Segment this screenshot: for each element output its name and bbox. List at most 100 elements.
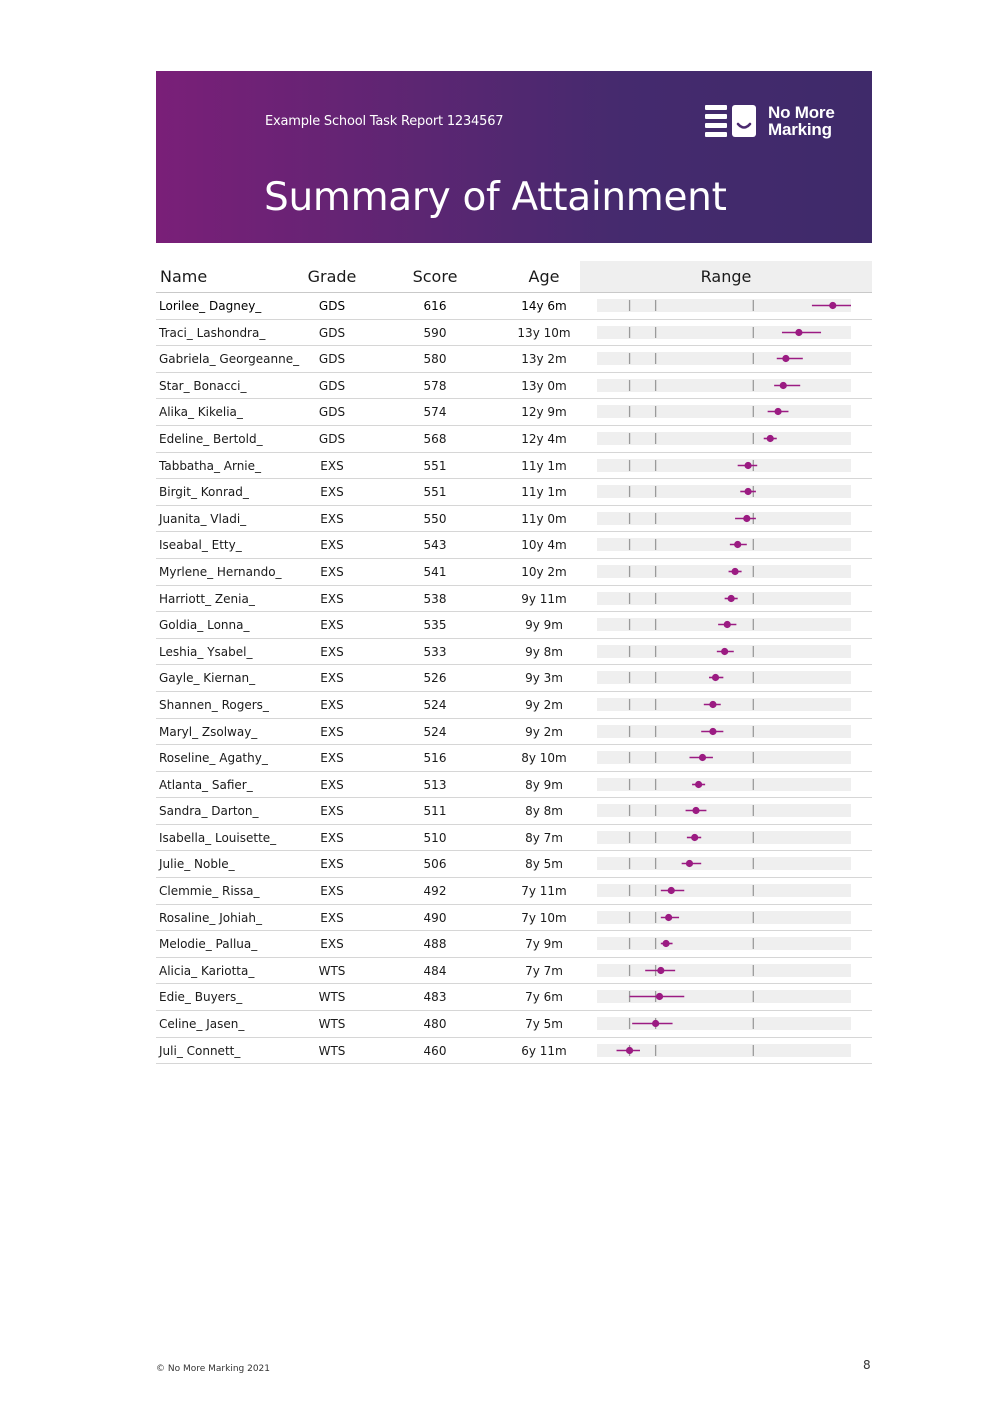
score-estimate-point bbox=[744, 488, 752, 496]
table-row: Alicia_ Kariotta_ WTS 484 7y 7m bbox=[156, 958, 872, 985]
score-estimate-point bbox=[731, 567, 739, 576]
range-track bbox=[597, 1017, 851, 1031]
age-cell: 10y 2m bbox=[521, 564, 567, 579]
score-estimate-point bbox=[721, 647, 729, 655]
student-name: Juli_ Connett_ bbox=[159, 1043, 241, 1058]
age-cell: 12y 9m bbox=[521, 405, 567, 420]
score-cell: 590 bbox=[423, 325, 447, 340]
score-estimate-point bbox=[774, 408, 782, 416]
age-cell: 12y 4m bbox=[521, 431, 567, 446]
page-number: 8 bbox=[863, 1358, 871, 1372]
logo-text-line2: Marking bbox=[768, 120, 832, 139]
score-cell: 526 bbox=[423, 671, 447, 686]
score-estimate-point bbox=[685, 860, 694, 868]
range-chart bbox=[597, 618, 851, 632]
score-cell: 513 bbox=[423, 777, 447, 792]
table-row: Gayle_ Kiernan_ EXS 526 9y 3m bbox=[156, 665, 872, 692]
student-name: Harriott_ Zenia_ bbox=[159, 591, 255, 606]
table-row: Lorilee_ Dagney_ GDS 616 14y 6m bbox=[156, 293, 872, 320]
table-row: Melodie_ Pallua_ EXS 488 7y 9m bbox=[156, 931, 872, 958]
table-body: Lorilee_ Dagney_ GDS 616 14y 6m Traci_ Lasho… bbox=[156, 293, 872, 1065]
range-track bbox=[597, 724, 851, 738]
score-estimate-point bbox=[829, 301, 837, 310]
score-estimate-point bbox=[662, 940, 670, 948]
range-chart bbox=[597, 1043, 851, 1057]
column-header-score: Score bbox=[412, 267, 458, 286]
table-row: Edie_ Buyers_ WTS 483 7y 6m bbox=[156, 984, 872, 1012]
student-name: Iseabal_ Etty_ bbox=[159, 538, 242, 553]
age-cell: 8y 5m bbox=[525, 857, 563, 872]
score-cell: 550 bbox=[423, 511, 447, 526]
score-cell: 533 bbox=[423, 644, 447, 659]
score-estimate-point bbox=[667, 886, 675, 895]
score-estimate-point bbox=[795, 328, 803, 336]
age-cell: 9y 9m bbox=[525, 618, 563, 633]
footer-copyright: © No More Marking 2021 bbox=[156, 1364, 271, 1374]
score-cell: 490 bbox=[423, 910, 447, 925]
range-track bbox=[597, 751, 851, 765]
student-name: Alicia_ Kariotta_ bbox=[159, 963, 255, 978]
age-cell: 7y 11m bbox=[521, 884, 567, 899]
score-cell: 516 bbox=[423, 751, 447, 766]
age-cell: 9y 8m bbox=[525, 644, 563, 659]
grade-cell: EXS bbox=[320, 458, 344, 473]
score-estimate-point bbox=[695, 780, 703, 788]
grade-cell: EXS bbox=[320, 618, 344, 633]
score-cell: 551 bbox=[423, 458, 447, 473]
range-track bbox=[597, 299, 851, 312]
student-name: Rosaline_ Johiah_ bbox=[159, 910, 262, 925]
table-row: Edeline_ Bertold_ GDS 568 12y 4m bbox=[156, 426, 872, 453]
table-row: Gabriela_ Georgeanne_ GDS 580 13y 2m bbox=[156, 346, 872, 373]
score-cell: 543 bbox=[423, 538, 447, 553]
table-row: Roseline_ Agathy_ EXS 516 8y 10m bbox=[156, 745, 872, 772]
header-banner: Example School Task Report 1234567 Summa… bbox=[156, 71, 872, 243]
logo-mark-icon bbox=[705, 105, 756, 137]
student-name: Clemmie_ Rissa_ bbox=[159, 884, 260, 899]
range-chart bbox=[597, 804, 851, 818]
age-cell: 8y 10m bbox=[521, 751, 567, 766]
range-track bbox=[597, 1043, 851, 1057]
age-cell: 9y 2m bbox=[525, 697, 563, 712]
score-estimate-point bbox=[698, 753, 707, 762]
score-cell: 616 bbox=[423, 299, 447, 313]
grade-cell: EXS bbox=[320, 538, 344, 553]
table-row: Julie_ Noble_ EXS 506 8y 5m bbox=[156, 851, 872, 879]
grade-cell: EXS bbox=[320, 937, 344, 952]
age-cell: 8y 7m bbox=[525, 830, 563, 845]
age-cell: 9y 11m bbox=[521, 591, 567, 606]
range-chart bbox=[597, 644, 851, 658]
range-chart bbox=[597, 830, 851, 844]
table-row: Celine_ Jasen_ WTS 480 7y 5m bbox=[156, 1011, 872, 1038]
table-row: Harriott_ Zenia_ EXS 538 9y 11m bbox=[156, 586, 872, 613]
range-chart bbox=[597, 910, 851, 924]
table-header: Name Grade Score Age Range bbox=[156, 261, 872, 293]
age-cell: 8y 9m bbox=[525, 777, 563, 792]
score-estimate-point bbox=[744, 461, 752, 469]
score-estimate-point bbox=[657, 966, 665, 974]
range-chart bbox=[597, 990, 851, 1004]
student-name: Star_ Bonacci_ bbox=[159, 378, 247, 393]
score-cell: 492 bbox=[423, 884, 447, 899]
grade-cell: EXS bbox=[320, 511, 344, 526]
table-row: Juli_ Connett_ WTS 460 6y 11m bbox=[156, 1038, 872, 1065]
age-cell: 7y 7m bbox=[525, 963, 563, 978]
student-name: Atlanta_ Safier_ bbox=[159, 777, 253, 792]
age-cell: 14y 6m bbox=[521, 299, 567, 313]
student-name: Leshia_ Ysabel_ bbox=[159, 644, 253, 659]
grade-cell: EXS bbox=[320, 724, 344, 739]
score-estimate-point bbox=[723, 621, 731, 629]
age-cell: 7y 9m bbox=[525, 937, 563, 952]
range-track bbox=[597, 777, 851, 791]
student-name: Goldia_ Lonna_ bbox=[159, 618, 250, 633]
score-estimate-point bbox=[782, 355, 790, 363]
student-name: Roseline_ Agathy_ bbox=[159, 751, 268, 766]
range-chart bbox=[597, 671, 851, 685]
range-track bbox=[597, 485, 851, 499]
range-chart bbox=[597, 431, 851, 445]
student-name: Birgit_ Konrad_ bbox=[159, 485, 249, 500]
student-name: Edeline_ Bertold_ bbox=[159, 431, 263, 446]
score-estimate-point bbox=[709, 727, 717, 735]
student-name: Shannen_ Rogers_ bbox=[159, 697, 269, 712]
score-cell: 480 bbox=[423, 1017, 447, 1032]
grade-cell: EXS bbox=[320, 910, 344, 925]
